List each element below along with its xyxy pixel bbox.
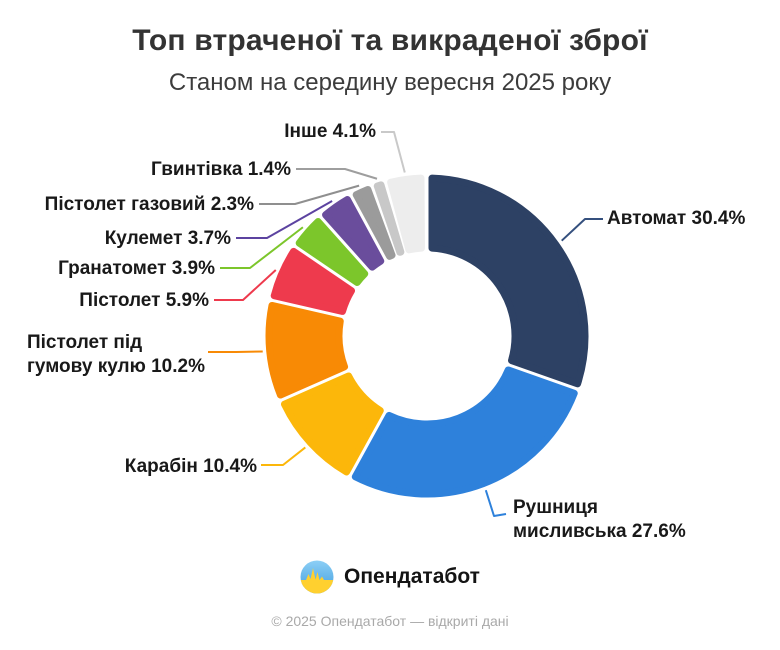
label-hvyntivka: Гвинтівка 1.4% <box>150 159 291 180</box>
leader-hvyntivka <box>296 168 378 180</box>
label-inshe: Інше 4.1% <box>284 121 376 142</box>
leader-rushnytsia <box>484 489 507 517</box>
brand-name: Опендатабот <box>344 565 480 588</box>
segment-pistolet-hazovyi <box>352 185 396 260</box>
copyright-text: © 2025 Опендатабот — відкриті дані <box>271 613 509 629</box>
label-kulemet: Кулемет 3.7% <box>104 228 231 249</box>
label-rushnytsia: Рушниця мисливська 27.6% <box>513 497 686 542</box>
label-pistolet: Пістолет 5.9% <box>79 290 209 311</box>
brand-row: Опендатабот <box>0 558 780 596</box>
leader-pistolet <box>214 269 277 301</box>
label-pistolet-hazovyi: Пістолет газовий 2.3% <box>44 194 254 215</box>
leader-pistolet-hazovyi <box>259 184 360 205</box>
segment-hvyntivka <box>373 181 405 256</box>
leader-kulemet <box>236 200 333 239</box>
segment-rushnytsia <box>351 366 578 498</box>
label-pid-humovu-kulyu: Пістолет під гумову кулю 10.2% <box>27 332 205 377</box>
segment-pistolet <box>270 247 356 315</box>
leader-avtomat <box>561 218 603 242</box>
segment-kulemet <box>322 196 385 271</box>
leader-karabin <box>261 446 306 466</box>
segment-hranatomet <box>295 218 369 286</box>
leader-inshe <box>381 131 406 173</box>
page-subtitle: Станом на середину вересня 2025 року <box>168 69 612 96</box>
segment-pid-humovu-kulyu <box>265 301 349 399</box>
label-avtomat: Автомат 30.4% <box>607 208 746 229</box>
segment-karabin <box>280 372 384 476</box>
label-hranatomet: Гранатомет 3.9% <box>58 258 215 279</box>
label-karabin: Карабін 10.4% <box>124 456 257 477</box>
leader-hranatomet <box>220 226 304 269</box>
segment-inshe <box>387 174 425 254</box>
opendatabot-logo-icon <box>300 560 334 594</box>
segment-avtomat <box>428 174 589 388</box>
page-title: Топ втраченої та викраденої зброї <box>132 24 648 57</box>
